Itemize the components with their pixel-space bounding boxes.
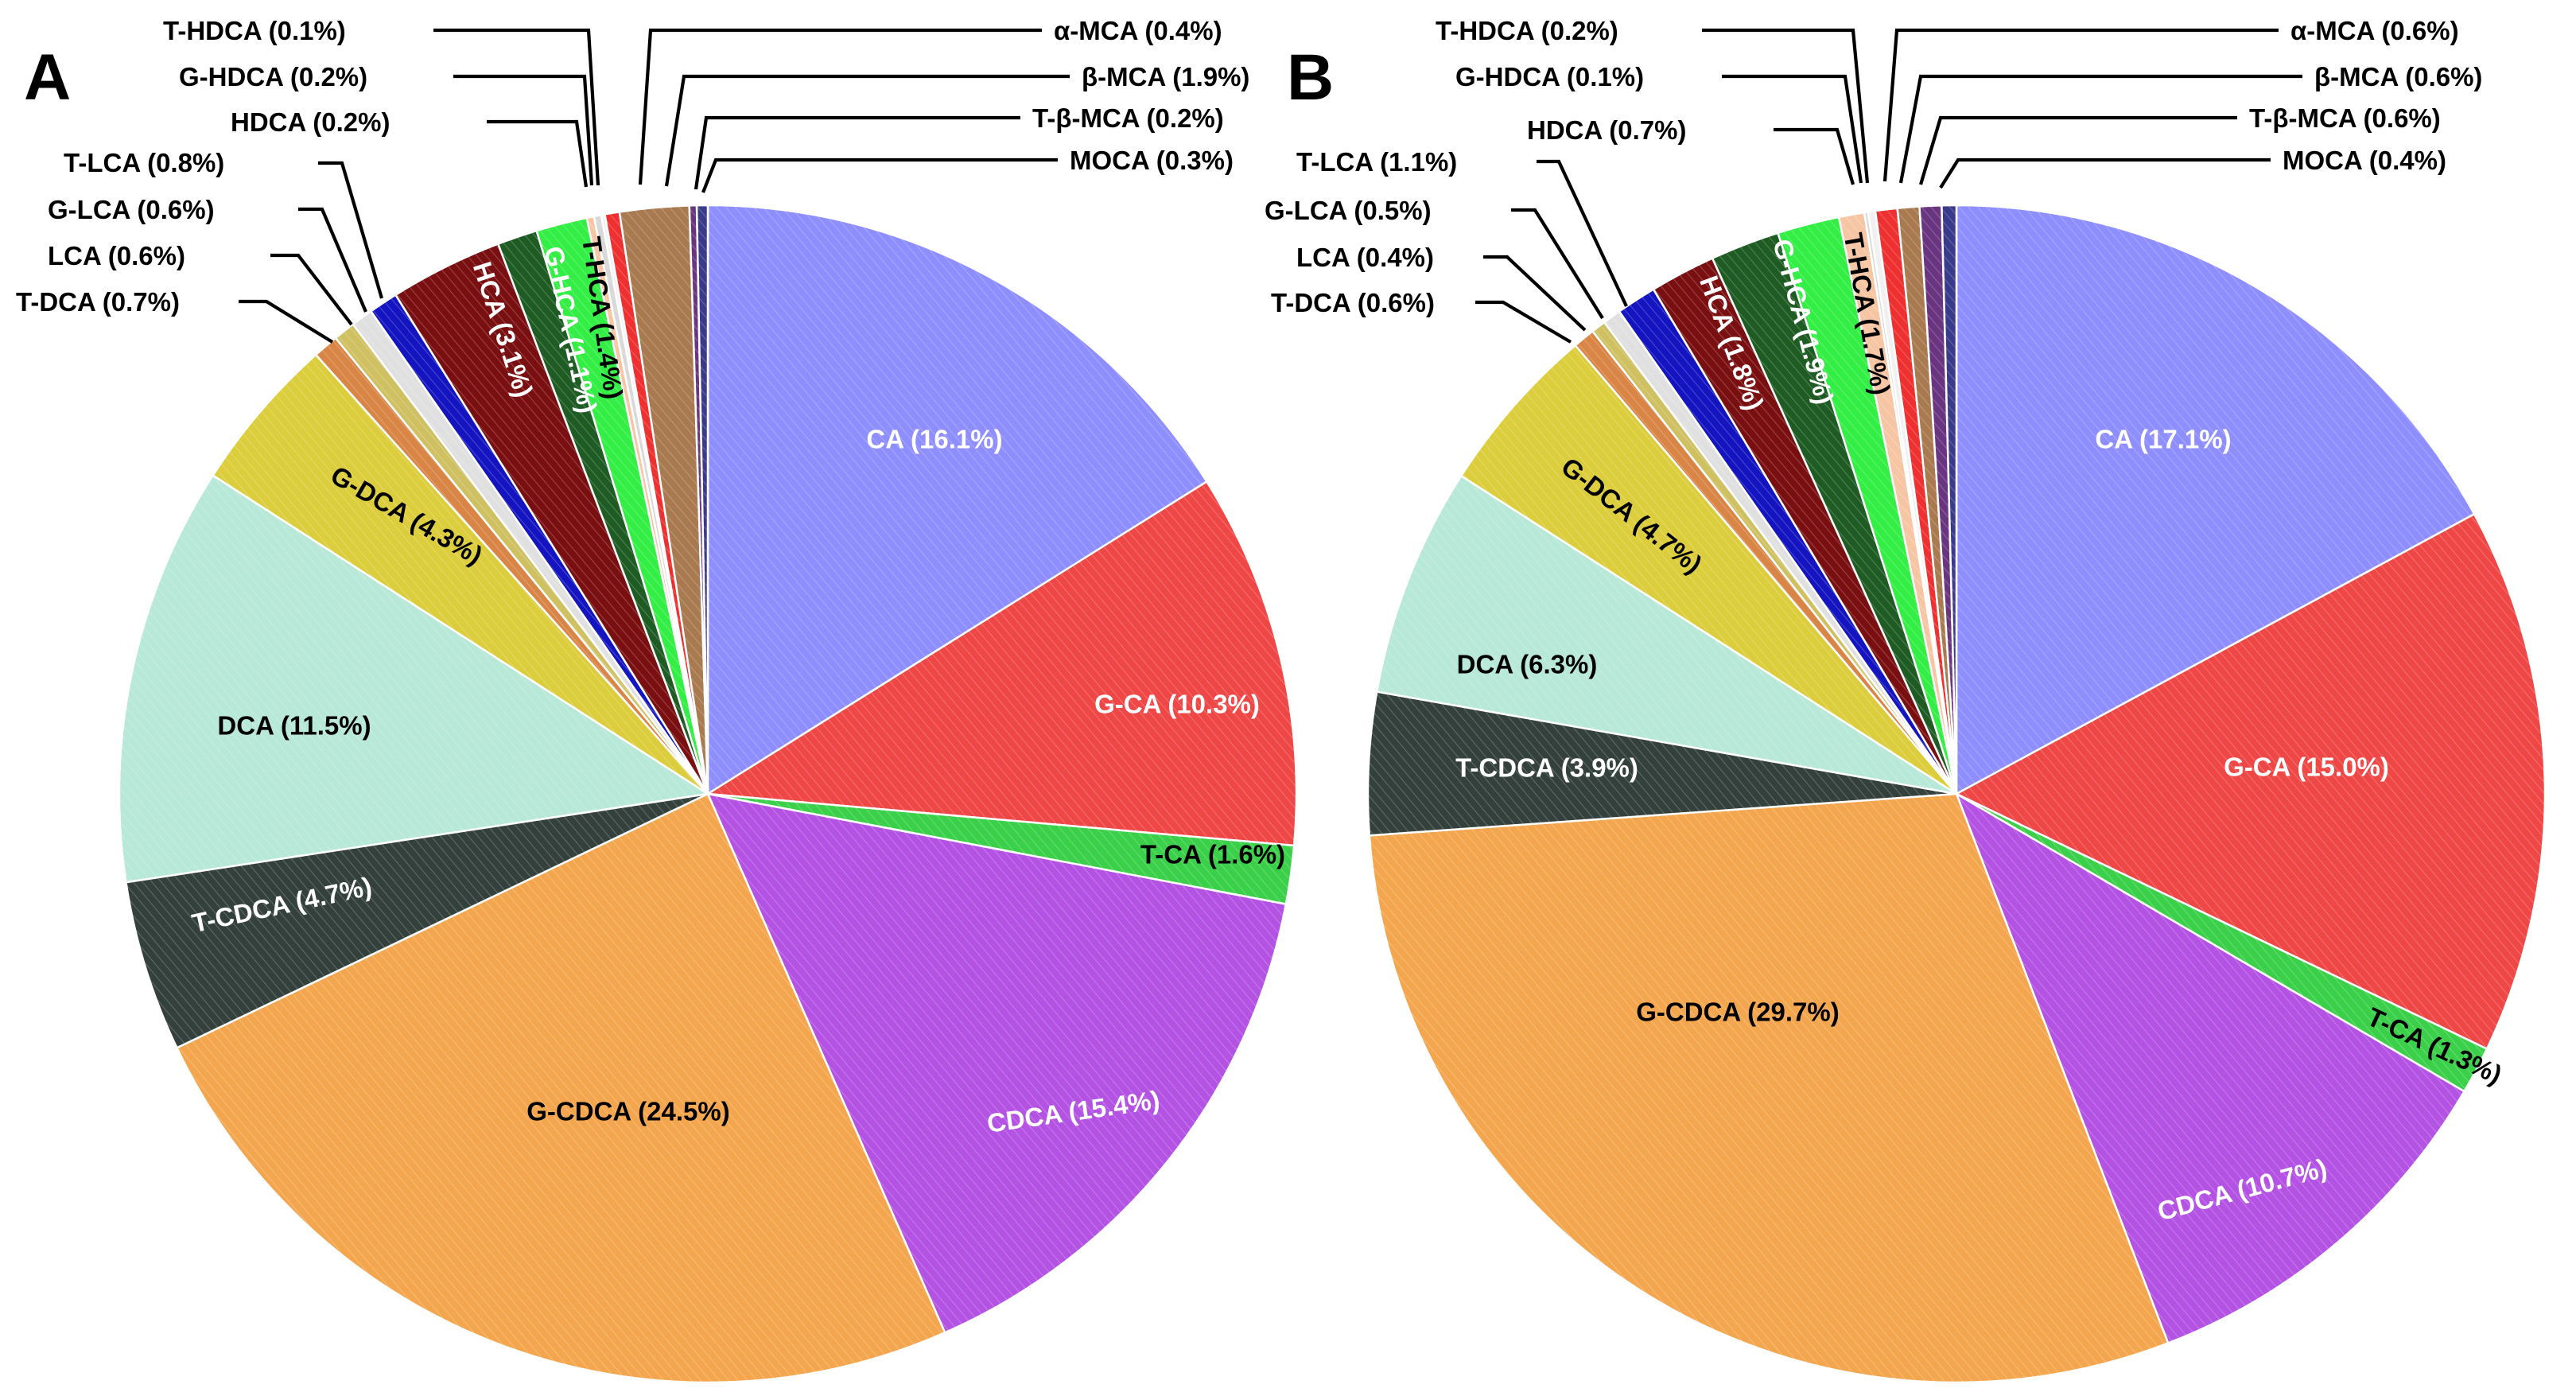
label-b-g-lca: G-LCA (0.5%) — [1265, 196, 1432, 225]
label-b-moca: MOCA (0.4%) — [2283, 146, 2446, 175]
leader-line-b-beta-mca — [1898, 74, 2302, 184]
leader-line-a-t-beta-mca — [694, 115, 1020, 190]
leader-line-b-g-hdca — [1722, 74, 1863, 184]
leader-line-b-g-lca — [1511, 208, 1604, 320]
leader-line-a-beta-mca — [664, 74, 1070, 187]
leader-line-a-t-hdca — [433, 28, 600, 186]
label-a-beta-mca: β-MCA (1.9%) — [1082, 62, 1249, 91]
label-b-g-hdca: G-HDCA (0.1%) — [1455, 62, 1644, 91]
leader-line-b-alpha-mca — [1882, 28, 2279, 182]
leader-line-a-alpha-mca — [638, 28, 1042, 185]
label-a-g-ca: G-CA (10.3%) — [1094, 690, 1260, 719]
leader-line-a-moca — [701, 158, 1058, 193]
label-a-dca: DCA (11.5%) — [217, 711, 371, 741]
pie-chart-panel-a: CA (16.1%)G-CA (10.3%)T-CA (1.6%)CDCA (1… — [16, 16, 1298, 1384]
label-a-g-lca: G-LCA (0.6%) — [48, 195, 215, 224]
leader-line-a-hdca — [487, 119, 589, 188]
leader-line-a-t-dca — [239, 299, 334, 344]
leader-line-b-t-lca — [1537, 159, 1628, 307]
label-b-t-beta-mca: T-β-MCA (0.6%) — [2249, 103, 2441, 133]
leader-line-a-lca — [270, 253, 353, 326]
leader-line-b-t-beta-mca — [1918, 115, 2237, 185]
pie-chart-panel-b: CA (17.1%)G-CA (15.0%)T-CA (1.3%)CDCA (1… — [1265, 16, 2547, 1384]
label-b-g-ca: G-CA (15.0%) — [2224, 752, 2389, 782]
leader-line-a-t-lca — [318, 161, 384, 299]
label-b-dca: DCA (6.3%) — [1457, 650, 1598, 679]
label-a-t-ca: T-CA (1.6%) — [1140, 840, 1285, 869]
label-a-t-hdca: T-HDCA (0.1%) — [163, 16, 346, 45]
label-b-lca: LCA (0.4%) — [1296, 243, 1434, 272]
label-a-g-hdca: G-HDCA (0.2%) — [179, 62, 367, 91]
label-a-g-cdca: G-CDCA (24.5%) — [526, 1097, 729, 1126]
label-a-ca: CA (16.1%) — [866, 425, 1002, 454]
leader-line-b-lca — [1483, 255, 1587, 332]
leader-line-b-t-dca — [1475, 300, 1572, 344]
label-b-ca: CA (17.1%) — [2095, 425, 2231, 454]
label-b-alpha-mca: α-MCA (0.6%) — [2290, 16, 2459, 45]
label-b-beta-mca: β-MCA (0.6%) — [2314, 62, 2482, 91]
label-b-g-cdca: G-CDCA (29.7%) — [1636, 998, 1839, 1027]
label-a-t-beta-mca: T-β-MCA (0.2%) — [1032, 103, 1224, 133]
panel-letter-a: A — [24, 41, 71, 114]
label-a-hdca: HDCA (0.2%) — [231, 107, 390, 137]
label-a-alpha-mca: α-MCA (0.4%) — [1054, 16, 1222, 45]
leader-line-a-g-lca — [298, 207, 367, 313]
label-b-hdca: HDCA (0.7%) — [1527, 115, 1686, 145]
label-a-t-dca: T-DCA (0.7%) — [16, 287, 180, 317]
label-b-t-lca: T-LCA (1.1%) — [1296, 147, 1457, 177]
label-a-t-lca: T-LCA (0.8%) — [64, 148, 224, 177]
label-a-lca: LCA (0.6%) — [48, 241, 185, 270]
panel-letter-b: B — [1287, 41, 1334, 114]
leader-line-b-t-hdca — [1702, 28, 1870, 184]
leader-line-b-moca — [1939, 158, 2271, 189]
label-b-t-dca: T-DCA (0.6%) — [1271, 288, 1435, 317]
leader-line-a-g-hdca — [453, 74, 594, 186]
label-a-moca: MOCA (0.3%) — [1070, 146, 1234, 175]
leader-line-b-hdca — [1774, 127, 1855, 185]
label-b-t-hdca: T-HDCA (0.2%) — [1436, 16, 1618, 45]
label-b-t-cdca: T-CDCA (3.9%) — [1455, 753, 1638, 783]
